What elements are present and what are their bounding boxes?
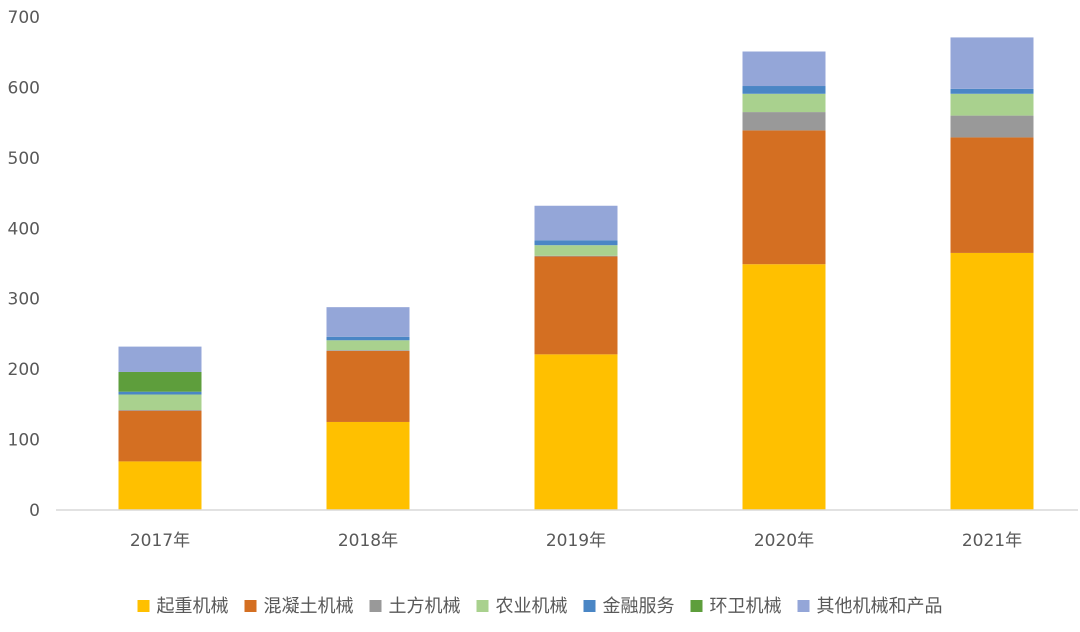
y-tick-label: 200 [8, 360, 40, 380]
y-tick-label: 400 [8, 219, 40, 239]
bar-segment [742, 51, 826, 87]
legend-swatch [137, 600, 150, 612]
bar-segment [742, 93, 826, 113]
x-tick-label: 2020年 [754, 531, 814, 551]
x-axis: 2017年 2018年 2019年 2020年 2021年 [130, 531, 1022, 551]
bar-segment [326, 336, 410, 341]
legend-label: 环卫机械 [710, 596, 782, 617]
bar-segment [118, 346, 202, 372]
bar-segment [950, 252, 1034, 510]
legend-label: 金融服务 [603, 596, 675, 617]
bar-segment [118, 394, 202, 410]
bar-segment [118, 409, 202, 411]
y-tick-label: 700 [8, 8, 40, 28]
legend-swatch [797, 600, 810, 612]
legend-item: 起重机械 [137, 596, 229, 617]
bar-segment [118, 461, 202, 510]
legend-label: 农业机械 [496, 596, 568, 617]
legend-item: 混凝土机械 [244, 596, 354, 617]
legend-item: 土方机械 [369, 596, 461, 617]
y-tick-label: 100 [8, 431, 40, 451]
bar-segment [326, 421, 410, 510]
legend-item: 农业机械 [476, 596, 568, 617]
bar-segment [534, 240, 618, 246]
x-tick-label: 2021年 [962, 531, 1022, 551]
bar-segment [950, 93, 1034, 116]
bar-segment [742, 264, 826, 510]
legend-swatch [244, 600, 257, 612]
x-tick-label: 2017年 [130, 531, 190, 551]
bar-segment [326, 307, 410, 337]
bar-segment [326, 350, 410, 422]
y-axis: 0 100 200 300 400 500 600 700 [8, 8, 40, 521]
bar-segment [742, 112, 826, 131]
bars [118, 37, 1034, 510]
x-tick-label: 2018年 [338, 531, 398, 551]
bar-segment [118, 391, 202, 395]
legend: 起重机械 混凝土机械 土方机械 农业机械 金融服务 环卫机械 其他机械和产品 [137, 596, 943, 617]
y-tick-label: 300 [8, 290, 40, 310]
bar-segment [534, 354, 618, 510]
legend-item: 金融服务 [583, 596, 675, 617]
bar-segment [950, 88, 1034, 94]
legend-label: 土方机械 [389, 596, 461, 617]
bar-segment [118, 410, 202, 462]
legend-swatch [476, 600, 489, 612]
bar-segment [950, 115, 1034, 138]
y-tick-label: 500 [8, 149, 40, 169]
x-tick-label: 2019年 [546, 531, 606, 551]
legend-label: 其他机械和产品 [817, 596, 943, 617]
legend-label: 混凝土机械 [264, 596, 354, 617]
bar-segment [534, 205, 618, 241]
bar-segment [326, 350, 410, 351]
bar-segment [326, 340, 410, 351]
legend-item: 环卫机械 [690, 596, 782, 617]
bar-segment [742, 130, 826, 265]
y-tick-label: 600 [8, 78, 40, 98]
legend-item: 其他机械和产品 [797, 596, 943, 617]
legend-swatch [369, 600, 382, 612]
bar-segment [950, 37, 1034, 89]
bar-segment [534, 256, 618, 355]
y-tick-label: 0 [29, 501, 40, 521]
bar-segment [118, 371, 202, 392]
legend-label: 起重机械 [157, 596, 229, 617]
bar-segment [534, 245, 618, 256]
legend-swatch [690, 600, 703, 612]
bar-segment [742, 86, 826, 94]
bar-segment [534, 255, 618, 257]
legend-swatch [583, 600, 596, 612]
bar-segment [950, 137, 1034, 253]
